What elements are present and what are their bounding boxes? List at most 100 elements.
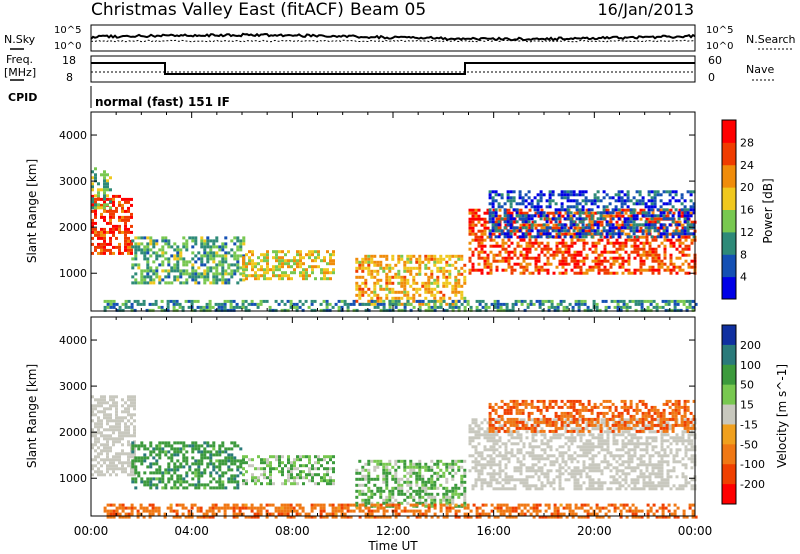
velocity-cell	[588, 451, 592, 455]
power-cell	[299, 253, 302, 257]
power-cell	[367, 269, 371, 273]
power-cell	[484, 305, 488, 309]
power-cell	[97, 206, 100, 210]
power-cell	[563, 226, 567, 230]
velocity-cell	[130, 395, 133, 399]
power-cell	[488, 229, 492, 233]
power-cell	[313, 299, 317, 303]
power-cell	[140, 251, 144, 255]
power-cell	[379, 278, 383, 282]
power-cell	[418, 266, 422, 270]
power-cell	[569, 193, 573, 197]
velocity-cell	[230, 462, 234, 466]
power-cell	[311, 253, 314, 257]
noise-tick-right-top: 10^5	[706, 25, 733, 36]
velocity-cell	[489, 439, 493, 443]
velocity-cell	[445, 504, 449, 508]
power-cell	[554, 208, 558, 212]
velocity-cell	[97, 467, 100, 471]
power-cell	[564, 268, 568, 272]
power-cell	[602, 229, 606, 233]
power-cell	[611, 235, 615, 239]
power-cell	[103, 239, 106, 243]
power-cell	[639, 259, 643, 263]
power-cell	[545, 217, 549, 221]
power-cell	[567, 244, 571, 248]
velocity-cell	[94, 431, 97, 435]
velocity-cell	[212, 444, 216, 448]
power-cell	[504, 268, 508, 272]
power-cell	[415, 281, 419, 285]
velocity-cell	[112, 440, 115, 444]
power-cell	[550, 299, 554, 303]
velocity-cell	[486, 484, 490, 488]
power-cell	[625, 305, 629, 309]
power-cell	[385, 284, 389, 288]
velocity-cell	[197, 462, 201, 466]
power-cell	[615, 220, 619, 224]
velocity-cell	[630, 481, 634, 485]
power-cell	[639, 217, 643, 221]
power-cell	[127, 197, 130, 201]
velocity-cell	[606, 436, 610, 440]
velocity-cell	[173, 465, 177, 469]
power-cell	[130, 251, 133, 255]
velocity-cell	[519, 469, 523, 473]
power-cell	[633, 256, 637, 260]
velocity-cell	[492, 460, 496, 464]
power-cell	[388, 269, 392, 273]
power-cell	[172, 305, 176, 309]
velocity-cell	[436, 471, 440, 475]
power-cell	[385, 275, 389, 279]
power-cell	[662, 214, 666, 218]
power-cell	[615, 241, 619, 245]
power-cell	[463, 263, 467, 267]
power-cell	[118, 242, 121, 246]
power-cell	[118, 224, 121, 228]
power-cell	[445, 263, 449, 267]
power-cell	[678, 208, 682, 212]
power-cell	[170, 266, 174, 270]
power-cell	[493, 302, 497, 306]
power-cell	[642, 235, 646, 239]
power-cell	[433, 287, 437, 291]
power-cell	[646, 299, 650, 303]
power-cell	[621, 208, 625, 212]
velocity-cell	[498, 439, 502, 443]
power-cell	[373, 290, 377, 294]
velocity-cell	[537, 445, 541, 449]
power-cell	[355, 287, 359, 291]
power-cell	[194, 281, 198, 285]
velocity-cell	[495, 463, 499, 467]
power-cell	[560, 193, 564, 197]
velocity-cell	[630, 439, 634, 443]
power-cell	[391, 275, 395, 279]
power-cell	[242, 239, 246, 243]
power-cell	[564, 211, 568, 215]
velocity-cell	[158, 480, 162, 484]
power-cell	[176, 269, 180, 273]
power-cell	[436, 284, 440, 288]
velocity-cell	[561, 451, 565, 455]
power-cell	[112, 251, 115, 255]
power-cell	[274, 299, 278, 303]
power-cell	[669, 241, 673, 245]
power-cell	[451, 287, 455, 291]
power-cell	[606, 238, 610, 242]
power-cell	[480, 244, 484, 248]
power-cell	[379, 260, 383, 264]
velocity-cell	[460, 459, 464, 463]
power-cell	[451, 299, 455, 303]
power-cell	[109, 215, 112, 219]
power-cell	[620, 211, 624, 215]
velocity-cell	[100, 470, 103, 474]
power-cell	[489, 238, 493, 242]
power-cell	[611, 232, 615, 236]
velocity-cell	[516, 478, 520, 482]
power-cell	[672, 241, 676, 245]
velocity-cell	[492, 433, 496, 437]
velocity-cell	[436, 459, 440, 463]
power-cell	[433, 299, 437, 303]
velocity-cell	[400, 477, 404, 481]
power-cell	[109, 299, 113, 303]
